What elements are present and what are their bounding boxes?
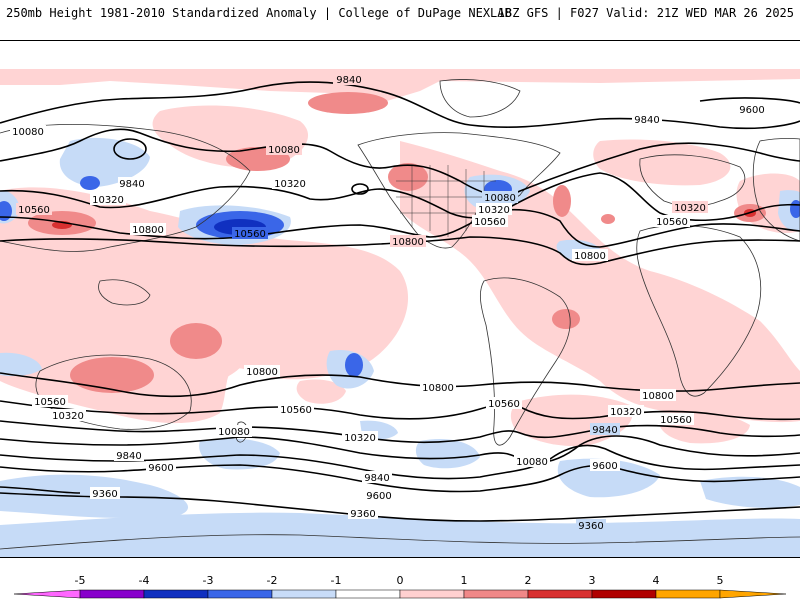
contour-label: 10560 — [280, 405, 312, 416]
contour-label: 10320 — [478, 205, 510, 216]
colorbar-tick-label: 2 — [525, 574, 532, 587]
anomaly-map: 9840 9600 10080 10080 9840 10320 10560 1… — [0, 41, 800, 557]
contour-label: 9600 — [148, 463, 173, 474]
contour-label: 9840 — [592, 425, 617, 436]
contour-label: 10560 — [656, 217, 688, 228]
contour-label: 10560 — [34, 397, 66, 408]
colorbar-segment — [143, 589, 209, 599]
colorbar-tick-label: 4 — [653, 574, 660, 587]
header: 250mb Height 1981-2010 Standardized Anom… — [0, 0, 800, 40]
contour-label: 10080 — [12, 127, 44, 138]
contour-label: 9360 — [578, 521, 603, 532]
contour-label: 10080 — [484, 193, 516, 204]
chart-title: 250mb Height 1981-2010 Standardized Anom… — [6, 6, 512, 20]
colorbar-ticks: -5 -4 -3 -2 -1 0 1 2 3 4 5 — [75, 574, 724, 587]
contour-label: 10320 — [92, 195, 124, 206]
colorbar-segment — [399, 589, 465, 599]
colorbar-arrow-left — [13, 589, 81, 599]
contour-label: 10320 — [674, 203, 706, 214]
contour-label: 10800 — [422, 383, 454, 394]
contour-label: 9840 — [364, 473, 389, 484]
colorbar-segment — [655, 589, 721, 599]
contour-label: 10560 — [660, 415, 692, 426]
model-run-info: 18Z GFS | F027 Valid: 21Z WED MAR 26 202… — [497, 6, 794, 20]
colorbar-tick-label: 3 — [589, 574, 596, 587]
contour-label: 10800 — [574, 251, 606, 262]
contour-label: 10320 — [344, 433, 376, 444]
contour-label: 10560 — [488, 399, 520, 410]
contour-label: 10080 — [516, 457, 548, 468]
contour-label: 10560 — [234, 229, 266, 240]
contour-label: 10320 — [52, 411, 84, 422]
colorbar-tick-label: 1 — [461, 574, 468, 587]
contour-label: 9840 — [336, 75, 361, 86]
colorbar-segment — [591, 589, 657, 599]
contour-label: 10080 — [268, 145, 300, 156]
colorbar-arrow-right — [719, 589, 787, 599]
contour-label: 9840 — [119, 179, 144, 190]
colorbar-tick-label: 5 — [717, 574, 724, 587]
contour-label: 9600 — [739, 105, 764, 116]
colorbar-tick-label: -2 — [267, 574, 278, 587]
colorbar-segments — [13, 589, 787, 599]
contour-label: 10800 — [246, 367, 278, 378]
map-panel: 9840 9600 10080 10080 9840 10320 10560 1… — [0, 40, 800, 558]
moderate-positive-anomaly — [28, 92, 766, 393]
contour-label: 9360 — [92, 489, 117, 500]
contour-label: 10560 — [18, 205, 50, 216]
contour-label: 10800 — [392, 237, 424, 248]
contour-label: 10320 — [610, 407, 642, 418]
contour-label: 10800 — [642, 391, 674, 402]
colorbar-tick-label: -1 — [331, 574, 342, 587]
contour-label: 10560 — [474, 217, 506, 228]
colorbar-tick-label: -4 — [139, 574, 150, 587]
colorbar-segment — [207, 589, 273, 599]
colorbar-segment — [527, 589, 593, 599]
contour-label: 9360 — [350, 509, 375, 520]
contour-labels: 9840 9600 10080 10080 9840 10320 10560 1… — [10, 73, 768, 532]
contour-label: 9600 — [592, 461, 617, 472]
colorbar: -5 -4 -3 -2 -1 0 1 2 3 4 5 — [0, 560, 800, 600]
colorbar-tick-label: -3 — [203, 574, 214, 587]
contour-label: 10320 — [274, 179, 306, 190]
colorbar-graphic: -5 -4 -3 -2 -1 0 1 2 3 4 5 — [13, 574, 787, 599]
contour-label: 9600 — [366, 491, 391, 502]
contour-label: 9840 — [116, 451, 141, 462]
colorbar-tick-label: -5 — [75, 574, 86, 587]
contour-label: 9840 — [634, 115, 659, 126]
negative-anomaly-shading — [0, 137, 800, 557]
colorbar-segment — [79, 589, 145, 599]
contour-label: 10080 — [218, 427, 250, 438]
colorbar-segment — [271, 589, 337, 599]
colorbar-segment — [463, 589, 529, 599]
contour-label: 10800 — [132, 225, 164, 236]
colorbar-segment — [335, 589, 401, 599]
colorbar-tick-label: 0 — [397, 574, 404, 587]
